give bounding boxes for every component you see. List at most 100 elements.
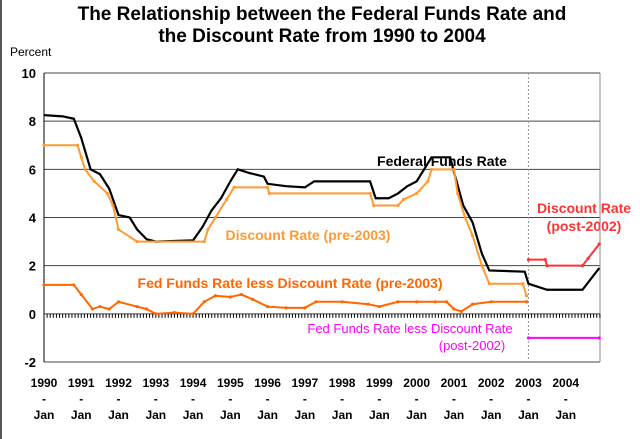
x-tick-year: 1992 (105, 376, 132, 390)
series-point-2 (172, 311, 177, 315)
series-point-3 (580, 264, 585, 268)
series-point-1 (415, 191, 419, 196)
series-point-2 (191, 312, 195, 316)
series-point-2 (144, 307, 149, 311)
label-spread-post-2002-line2: (post-2002) (439, 338, 505, 353)
x-tick-month: Jan (406, 408, 427, 422)
series-point-2 (303, 306, 307, 310)
series-point-2 (396, 300, 400, 304)
series-point-1 (265, 185, 270, 189)
x-tick-month: Jan (295, 408, 316, 422)
series-point-3 (526, 258, 531, 262)
series-point-2 (524, 300, 529, 304)
series-point-2 (90, 307, 95, 311)
series-point-4 (526, 336, 531, 340)
series-point-2 (459, 309, 463, 314)
series-point-2 (135, 305, 139, 309)
series-point-2 (228, 295, 232, 299)
y-axis-label: Percent (10, 45, 52, 59)
series-point-1 (116, 227, 121, 232)
x-tick-dash: - (228, 392, 232, 406)
series-point-1 (206, 227, 210, 232)
series-point-1 (426, 179, 430, 183)
label-federal-funds-rate: Federal Funds Rate (377, 153, 507, 169)
x-tick-year: 1996 (254, 376, 281, 390)
series-point-1 (92, 179, 96, 183)
x-tick-dash: - (79, 392, 83, 406)
x-tick-year: 2004 (552, 376, 579, 390)
x-tick-month: Jan (183, 408, 204, 422)
x-tick-dash: - (42, 392, 46, 406)
x-tick-dash: - (377, 392, 381, 406)
series-point-2 (72, 283, 76, 287)
label-discount-post-2002-line2: (post-2002) (547, 218, 622, 234)
x-tick-month: Jan (108, 408, 129, 422)
x-tick-year: 1997 (292, 376, 319, 390)
x-tick-month: Jan (145, 408, 166, 422)
series-point-1 (368, 191, 372, 196)
series-point-2 (251, 297, 255, 301)
x-tick-dash: - (564, 392, 568, 406)
series-point-2 (202, 300, 206, 304)
x-tick-month: Jan (220, 408, 241, 422)
series-point-1 (213, 215, 218, 220)
x-tick-year: 2002 (478, 376, 505, 390)
series-point-2 (265, 305, 270, 309)
x-tick-month: Jan (481, 408, 502, 422)
series-line-0 (43, 114, 601, 291)
series-point-2 (239, 292, 244, 297)
x-tick-month: Jan (34, 408, 55, 422)
x-tick-year: 2000 (403, 376, 430, 390)
series-point-2 (98, 305, 102, 309)
series-point-1 (79, 155, 83, 159)
series-point-1 (83, 167, 87, 171)
y-tick-label: 6 (29, 162, 36, 177)
series-point-1 (470, 233, 475, 238)
series-point-3 (597, 242, 601, 246)
x-tick-year: 2003 (515, 376, 542, 390)
series-point-2 (107, 307, 111, 311)
series-point-2 (489, 300, 493, 304)
x-tick-year: 1994 (180, 376, 207, 390)
series-point-2 (366, 302, 370, 306)
y-tick-label: 0 (29, 307, 36, 322)
series-point-1 (402, 197, 406, 202)
series-point-2 (314, 300, 318, 304)
label-spread-post-2002-line1: Fed Funds Rate less Discount Rate (307, 321, 512, 336)
x-tick-year: 1998 (329, 376, 356, 390)
series-point-1 (456, 191, 460, 196)
x-tick-month: Jan (369, 408, 390, 422)
x-tick-month: Jan (71, 408, 92, 422)
series-point-1 (487, 282, 491, 286)
series-point-1 (111, 203, 115, 208)
x-tick-dash: - (266, 392, 270, 406)
y-tick-label: 8 (29, 114, 36, 129)
title-line-1: The Relationship between the Federal Fun… (77, 4, 567, 25)
series-point-1 (452, 167, 456, 171)
series-point-2 (377, 305, 381, 309)
x-tick-dash: - (154, 392, 158, 406)
x-tick-year: 1993 (142, 376, 169, 390)
series-point-2 (284, 306, 288, 310)
series-point-3 (543, 258, 547, 262)
series-point-1 (225, 197, 229, 202)
chart-title: The Relationship between the Federal Fun… (2, 4, 640, 48)
label-discount-post-2002-line1: Discount Rate (537, 200, 631, 216)
series-point-1 (372, 203, 376, 208)
series-point-1 (429, 167, 434, 171)
series-point-2 (79, 292, 83, 297)
series-point-2 (213, 294, 218, 298)
series-point-1 (75, 143, 80, 147)
series-point-3 (586, 256, 590, 261)
series-point-2 (340, 300, 344, 304)
series-point-2 (154, 312, 158, 316)
y-tick-label: 10 (22, 66, 36, 81)
x-tick-dash: - (415, 392, 419, 406)
series-point-1 (105, 191, 109, 196)
series-point-2 (42, 283, 46, 287)
series-point-1 (463, 215, 467, 220)
series-point-2 (116, 300, 121, 304)
series-point-1 (396, 203, 400, 208)
x-tick-year: 2001 (441, 376, 468, 390)
